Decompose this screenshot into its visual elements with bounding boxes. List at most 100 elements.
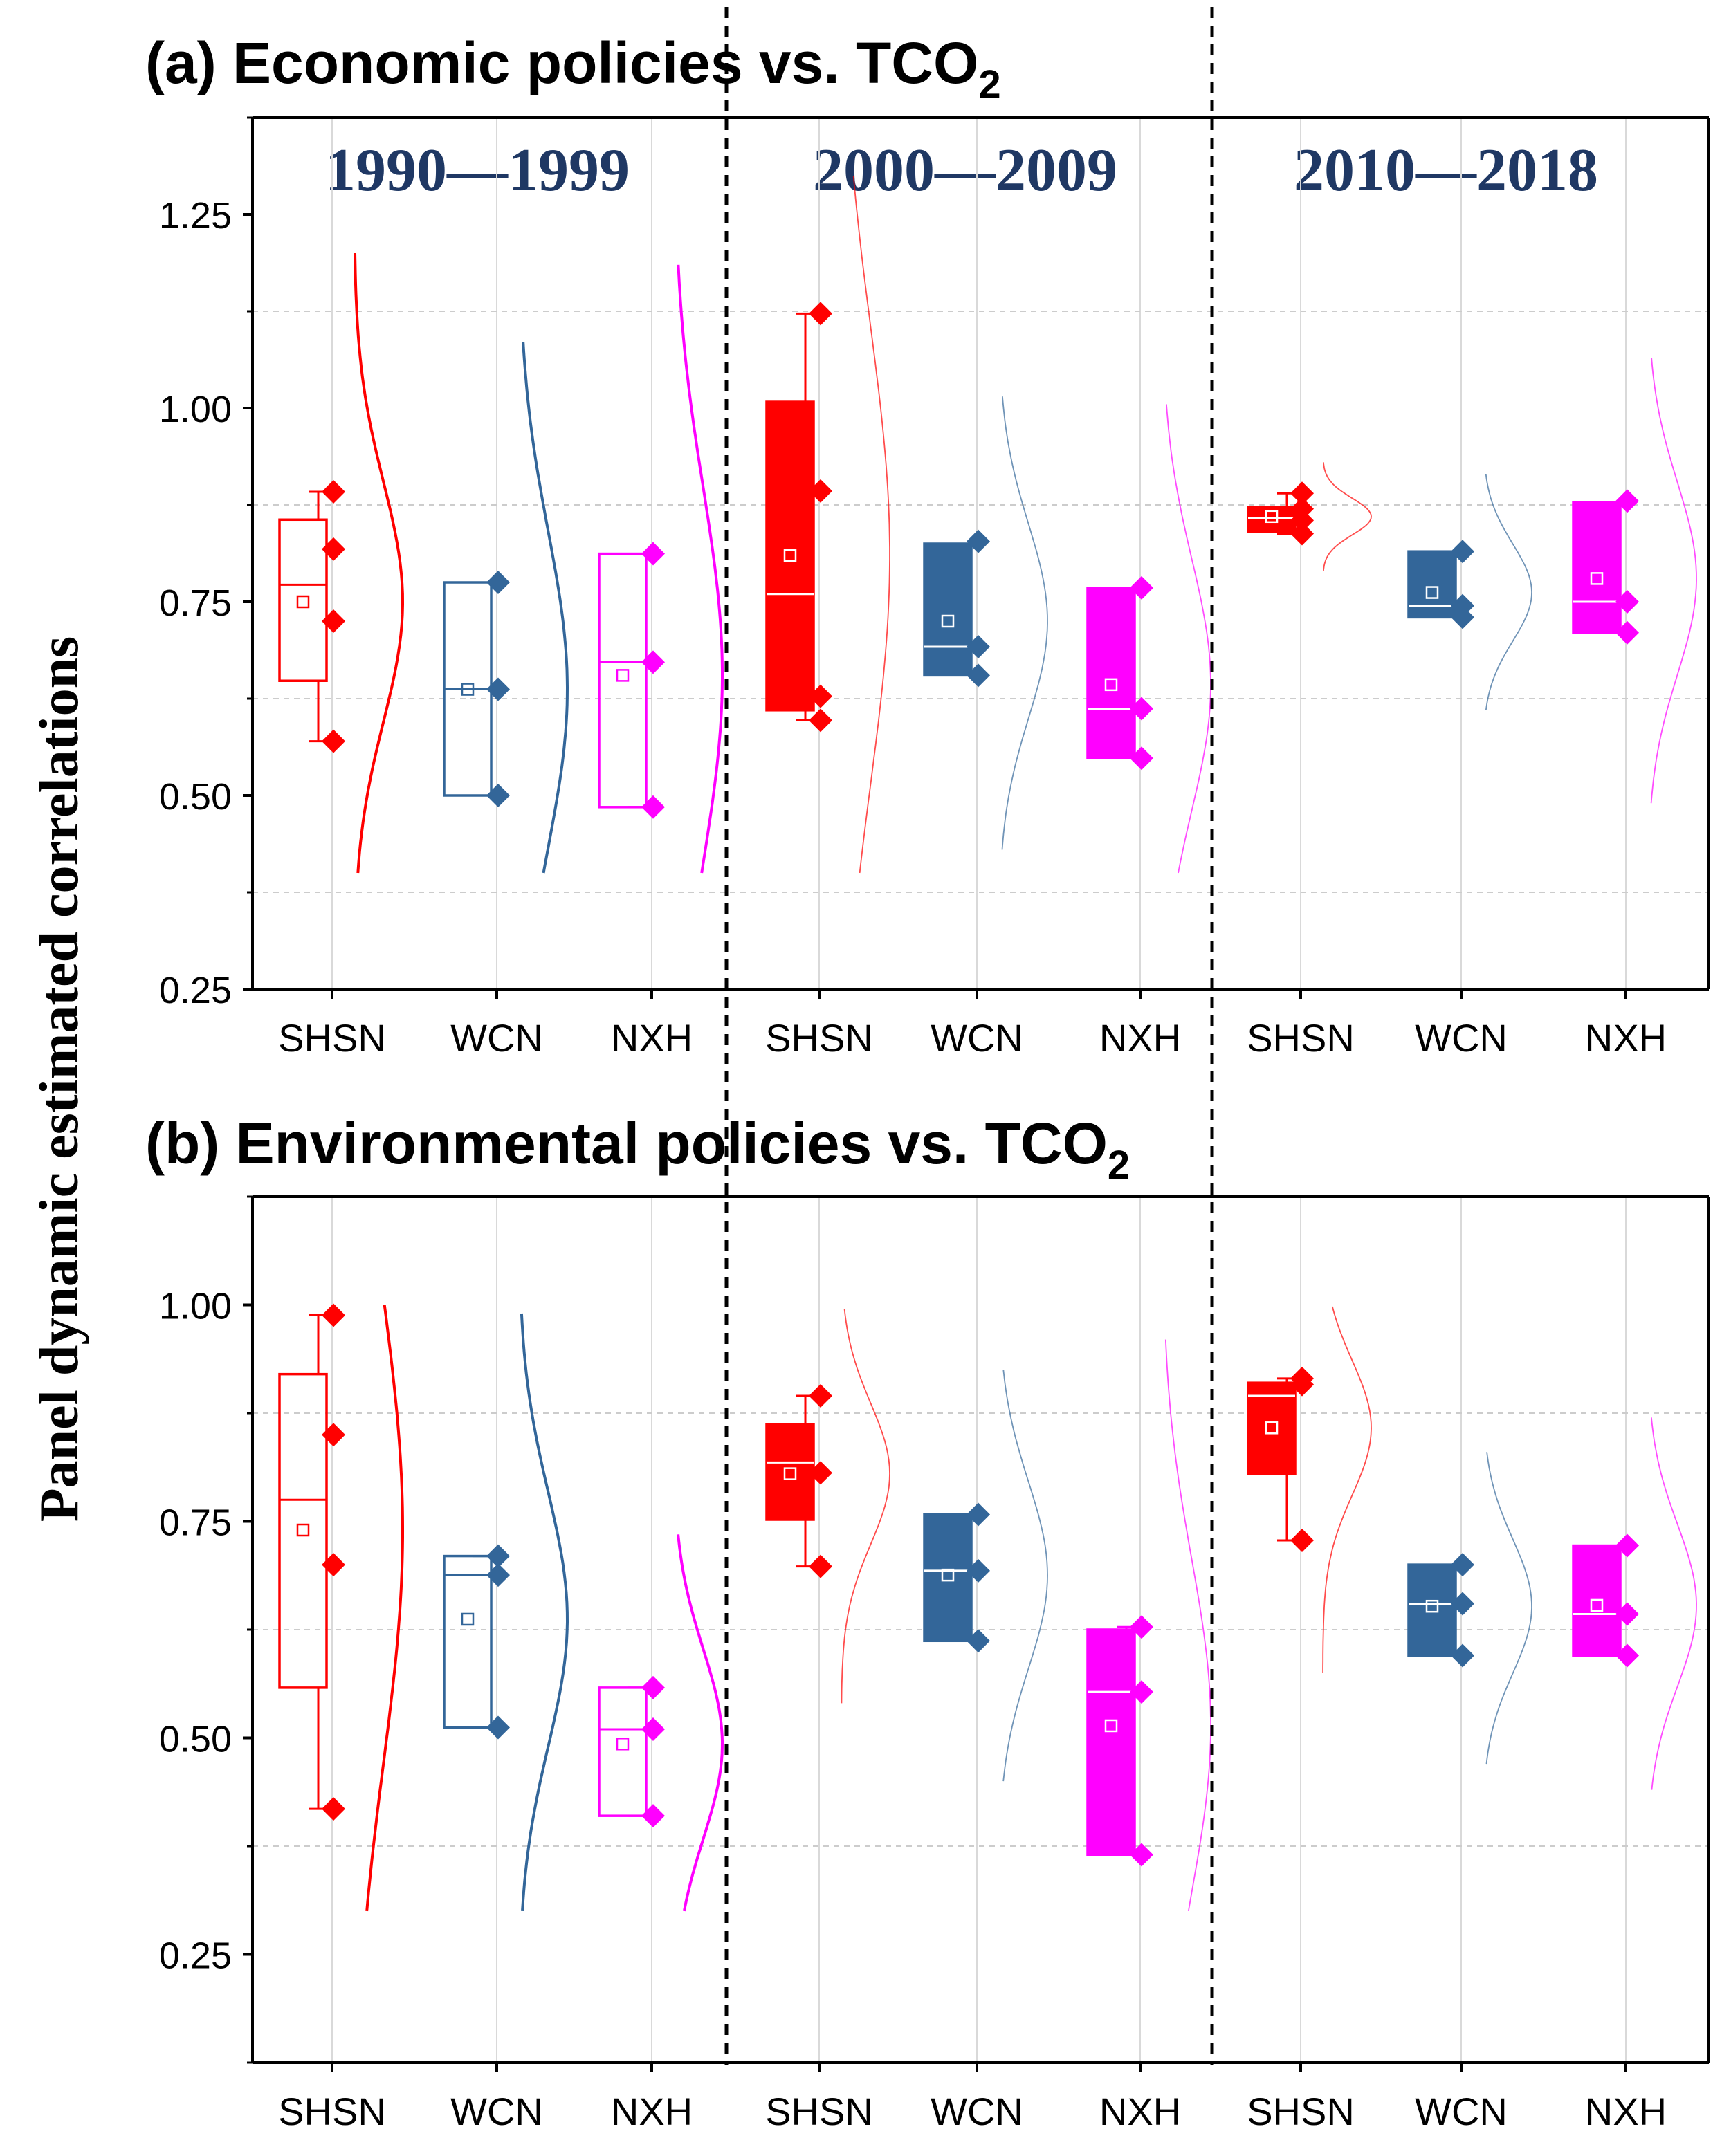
x-tick-label: WCN: [1415, 1016, 1508, 1060]
distribution-curve: [677, 264, 724, 874]
data-point: [486, 571, 510, 594]
panel-b-plot: 0.25 0.50 0.75 1.00 SHSN WCN NXH SHSN WCN NXH SHSN…: [159, 1195, 1710, 2133]
distribution-curve: [1001, 396, 1048, 850]
box-wcn-5: [923, 1370, 1048, 1782]
data-point: [322, 1423, 345, 1447]
mean-marker: [1425, 1599, 1439, 1613]
y-tick-label: 0.25: [159, 970, 232, 1011]
distribution-curve: [1164, 1339, 1211, 1912]
x-tick-label: SHSN: [765, 2090, 873, 2133]
y-tick-label: 0.25: [159, 1935, 232, 1977]
data-point: [967, 1629, 990, 1653]
period-label-3: 2010—2018: [1294, 137, 1598, 204]
data-point: [322, 1797, 345, 1821]
data-point: [809, 708, 832, 733]
y-tick-label: 1.00: [159, 1286, 232, 1327]
data-point: [1615, 489, 1639, 513]
mean-marker: [296, 1523, 310, 1537]
x-tick-label: NXH: [611, 1016, 693, 1060]
box-wcn-5: [923, 396, 1048, 850]
mean-marker: [783, 1467, 797, 1480]
mean-marker: [616, 669, 630, 682]
data-point: [1290, 508, 1314, 533]
distribution-curve: [1002, 1370, 1048, 1782]
box-iqr: [923, 542, 973, 677]
data-point: [967, 529, 990, 553]
x-tick-label: SHSN: [765, 1016, 873, 1060]
distribution-curve: [1650, 358, 1697, 804]
box-shsn-4: [765, 1309, 890, 1704]
box-nxh-6: [1086, 404, 1211, 874]
distribution-curve: [1323, 462, 1372, 571]
box-iqr: [923, 1513, 973, 1643]
data-point: [967, 634, 990, 658]
panel-a-title: (a) Economic policies vs. TCO2: [145, 30, 1001, 107]
distribution-curve: [365, 1305, 404, 1912]
box-iqr: [1086, 587, 1136, 759]
box-iqr: [1086, 1628, 1136, 1856]
data-point: [809, 302, 832, 326]
y-tick-label: 1.25: [159, 195, 232, 237]
x-tick-label: NXH: [611, 2090, 693, 2133]
data-point: [641, 1804, 665, 1828]
data-point: [1615, 1602, 1639, 1626]
y-tick-label: 0.75: [159, 1502, 232, 1544]
x-tick-label: NXH: [1099, 1016, 1181, 1060]
box-iqr: [1407, 550, 1457, 619]
box-wcn-8: [1407, 1452, 1532, 1765]
box-shsn-1: [278, 252, 405, 874]
data-point: [322, 479, 345, 504]
data-point: [967, 663, 990, 688]
distribution-curve: [841, 1309, 890, 1704]
data-point: [641, 795, 665, 819]
x-tick-label: NXH: [1585, 1016, 1667, 1060]
period-label-2: 2000—2009: [813, 137, 1117, 204]
data-point: [809, 1383, 832, 1408]
x-tick-label: WCN: [1415, 2090, 1508, 2133]
x-tick-label: WCN: [931, 1016, 1023, 1060]
x-tick-label: SHSN: [1247, 2090, 1355, 2133]
distribution-curve: [522, 342, 569, 874]
data-point: [1451, 605, 1474, 629]
data-point: [967, 1502, 990, 1527]
distribution-curve: [677, 1534, 724, 1912]
data-point: [1130, 575, 1153, 600]
mean-marker: [616, 1738, 630, 1751]
y-tick-label: 0.75: [159, 582, 232, 624]
data-point: [1130, 1843, 1153, 1867]
distribution-curve: [520, 1313, 569, 1912]
distribution-curve: [1322, 1306, 1372, 1673]
data-point: [322, 537, 345, 561]
data-point: [967, 1558, 990, 1583]
box-iqr: [598, 1686, 648, 1817]
box-iqr: [443, 1554, 493, 1729]
box-iqr: [1572, 501, 1622, 634]
data-point: [641, 650, 665, 674]
mean-marker: [461, 1612, 475, 1626]
box-wcn-8: [1407, 474, 1532, 710]
data-point: [1451, 540, 1474, 564]
box-nxh-3: [598, 1534, 724, 1912]
box-iqr: [278, 518, 328, 682]
data-point: [641, 542, 665, 566]
data-point: [809, 1461, 832, 1485]
data-point: [322, 729, 345, 753]
data-point: [1615, 1643, 1639, 1668]
mean-marker: [296, 595, 310, 609]
data-point: [1290, 481, 1314, 506]
distribution-curve: [354, 252, 405, 874]
box-shsn-1: [278, 1303, 404, 1912]
data-point: [1130, 1615, 1153, 1639]
data-point: [1290, 522, 1314, 546]
data-point: [486, 677, 510, 701]
y-axis-label: Panel dynamic estimated correlations: [29, 636, 90, 1522]
mean-marker: [1104, 1719, 1118, 1733]
data-point: [809, 1554, 832, 1578]
data-point: [486, 1563, 510, 1587]
box-nxh-9: [1572, 1417, 1697, 1790]
y-tick-label: 0.50: [159, 776, 232, 818]
data-point: [1451, 1592, 1474, 1616]
distribution-curve: [1485, 1452, 1532, 1765]
box-iqr: [1407, 1563, 1457, 1657]
